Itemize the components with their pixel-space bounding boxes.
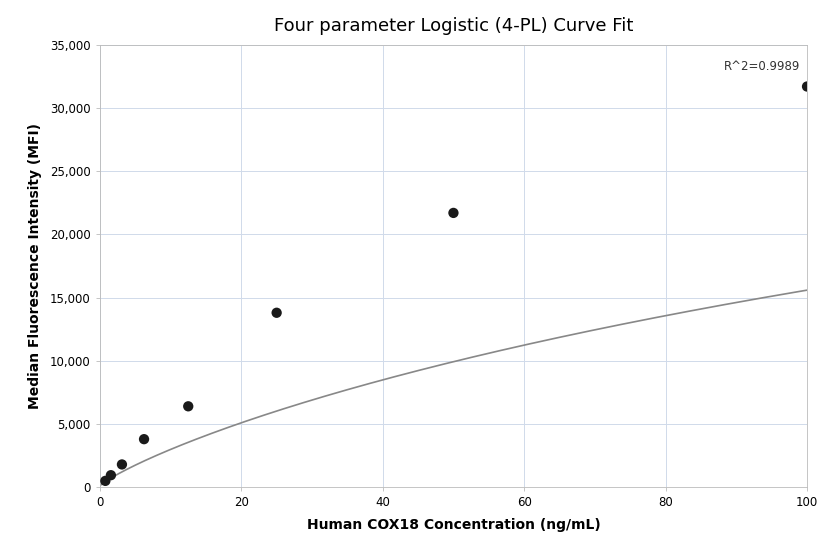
Point	[104, 471, 117, 480]
Title: Four parameter Logistic (4-PL) Curve Fit: Four parameter Logistic (4-PL) Curve Fit	[274, 17, 633, 35]
Point	[99, 477, 112, 486]
Text: R^2=0.9989: R^2=0.9989	[724, 59, 800, 73]
Point	[270, 309, 283, 318]
Point	[137, 435, 151, 444]
X-axis label: Human COX18 Concentration (ng/mL): Human COX18 Concentration (ng/mL)	[306, 517, 601, 531]
Point	[800, 82, 814, 91]
Point	[116, 460, 129, 469]
Point	[447, 208, 460, 217]
Point	[181, 402, 195, 411]
Y-axis label: Median Fluorescence Intensity (MFI): Median Fluorescence Intensity (MFI)	[27, 123, 42, 409]
